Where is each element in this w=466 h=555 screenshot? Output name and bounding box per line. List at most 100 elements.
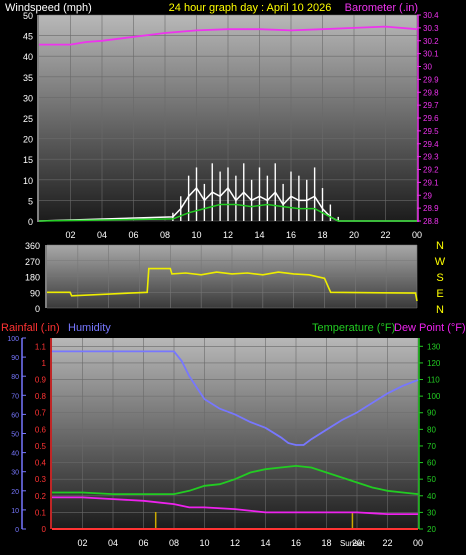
temperature-tick-label: 80 bbox=[427, 425, 436, 434]
wind-grid bbox=[39, 14, 418, 222]
temperature-tick-label: 30 bbox=[427, 508, 436, 517]
temperature-line bbox=[52, 464, 419, 496]
dewpoint-line bbox=[52, 496, 418, 515]
sunset-label: Sunset bbox=[340, 539, 366, 548]
temperature-tick-label: 20 bbox=[427, 525, 436, 534]
humidity-tick-label: 0 bbox=[15, 527, 19, 534]
barometer-tick-label: 30.1 bbox=[423, 50, 439, 59]
rainfall-tick-label: 0.8 bbox=[35, 392, 47, 401]
barometer-tick-label: 29.8 bbox=[423, 88, 439, 97]
wind-y-tick-label: 25 bbox=[23, 114, 33, 124]
humidity-tick-label: 70 bbox=[11, 393, 19, 400]
temperature-axis-label: Temperature (°F) bbox=[312, 322, 395, 334]
rainfall-tick-label: 0.3 bbox=[35, 475, 47, 484]
humidity-tick-label: 80 bbox=[11, 374, 19, 381]
barometer-tick-label: 28.9 bbox=[423, 204, 439, 213]
rainfall-tick-label: 1 bbox=[42, 359, 47, 368]
wind-y-tick-label: 15 bbox=[23, 155, 33, 165]
chart-title: 24 hour graph day : April 10 2026 bbox=[169, 2, 332, 14]
wind-x-tick-label: 22 bbox=[380, 230, 390, 240]
wind-x-tick-label: 10 bbox=[191, 230, 201, 240]
temperature-tick-label: 100 bbox=[427, 392, 441, 401]
compass-label: N bbox=[436, 304, 444, 316]
temperature-tick-label: 40 bbox=[427, 492, 436, 501]
temperature-tick-label: 120 bbox=[427, 359, 441, 368]
temp-x-tick-label: 00 bbox=[413, 538, 423, 548]
temp-x-tick-label: 16 bbox=[291, 538, 301, 548]
barometer-tick-label: 29.6 bbox=[423, 114, 439, 123]
rainfall-tick-label: 0.1 bbox=[35, 508, 47, 517]
direction-y-tick-label: 180 bbox=[25, 273, 40, 283]
humidity-tick-label: 20 bbox=[11, 489, 19, 496]
direction-ticks: 0 90 180 270 360 bbox=[25, 241, 40, 314]
wind-y-tick-label: 20 bbox=[23, 135, 33, 145]
direction-y-tick-label: 270 bbox=[25, 257, 40, 267]
direction-y-tick-label: 360 bbox=[25, 241, 40, 251]
temperature-tick-label: 70 bbox=[427, 442, 436, 451]
humidity-tick-label: 30 bbox=[11, 470, 19, 477]
barometer-tick-label: 29.9 bbox=[423, 75, 439, 84]
wind-average-line bbox=[38, 203, 417, 222]
wind-x-tick-label: 06 bbox=[128, 230, 138, 240]
rainfall-tick-label: 0.6 bbox=[35, 425, 47, 434]
barometer-tick-label: 29 bbox=[423, 191, 432, 200]
humidity-line bbox=[52, 350, 419, 446]
humidity-tick-label: 50 bbox=[11, 432, 19, 439]
barometer-tick-label: 28.8 bbox=[423, 217, 439, 226]
wind-x-tick-label: 04 bbox=[97, 230, 107, 240]
direction-y-tick-label: 0 bbox=[35, 304, 40, 314]
barometer-tick-label: 30.4 bbox=[423, 11, 439, 20]
rainfall-tick-label: 0.4 bbox=[35, 459, 47, 468]
temp-x-tick-label: 22 bbox=[382, 538, 392, 548]
humidity-axis-label: Humidity bbox=[68, 322, 111, 334]
wind-x-tick-label: 00 bbox=[412, 230, 422, 240]
barometer-tick-label: 29.3 bbox=[423, 153, 439, 162]
temp-x-tick-label: 20 bbox=[352, 538, 362, 548]
direction-y-tick-label: 90 bbox=[30, 288, 40, 298]
wind-x-tick-label: 08 bbox=[160, 230, 170, 240]
barometer-tick-label: 30.2 bbox=[423, 37, 439, 46]
temperature-tick-label: 110 bbox=[427, 376, 440, 385]
wind-y-tick-label: 50 bbox=[23, 11, 33, 21]
compass-label: E bbox=[436, 288, 443, 300]
wind-y-tick-label: 0 bbox=[28, 217, 33, 227]
rainfall-tick-label: 0.2 bbox=[35, 492, 47, 501]
temp-x-tick-label: 14 bbox=[260, 538, 270, 548]
barometer-tick-label: 29.1 bbox=[423, 178, 439, 187]
temp-x-tick-label: 08 bbox=[169, 538, 179, 548]
humidity-tick-label: 60 bbox=[11, 412, 19, 419]
barometer-tick-label: 29.5 bbox=[423, 127, 439, 136]
compass-label: N bbox=[436, 240, 444, 252]
wind-x-tick-label: 16 bbox=[286, 230, 296, 240]
humidity-tick-label: 10 bbox=[11, 508, 19, 515]
direction-series-group bbox=[47, 267, 418, 302]
rainfall-axis-label: Rainfall (.in) bbox=[1, 322, 60, 334]
wind-y-tick-label: 10 bbox=[23, 176, 33, 186]
wind-series-group bbox=[38, 25, 418, 222]
wind-ticks: 0 5 10 15 20 25 30 35 40 45 50 28.8 28.9 29 29.1 29.2 29… bbox=[23, 11, 439, 240]
compass-label: W bbox=[435, 256, 446, 268]
wind-speed-line bbox=[38, 186, 417, 222]
wind-y-tick-label: 30 bbox=[23, 93, 33, 103]
temperature-tick-label: 50 bbox=[427, 475, 436, 484]
temp-x-tick-label: 02 bbox=[77, 538, 87, 548]
direction-line bbox=[47, 267, 418, 302]
compass-label: S bbox=[436, 272, 443, 284]
barometer-tick-label: 29.2 bbox=[423, 166, 439, 175]
wind-y-tick-label: 45 bbox=[23, 32, 33, 42]
temperature-tick-label: 60 bbox=[427, 459, 436, 468]
barometer-axis-label: Barometer (.in) bbox=[345, 2, 418, 14]
wind-x-tick-label: 12 bbox=[223, 230, 233, 240]
barometer-tick-label: 29.4 bbox=[423, 140, 439, 149]
dewpoint-axis-label: Dew Point (°F) bbox=[394, 322, 466, 334]
wind-x-tick-label: 18 bbox=[317, 230, 327, 240]
temp-x-tick-label: 10 bbox=[199, 538, 209, 548]
wind-x-tick-label: 02 bbox=[65, 230, 75, 240]
rainfall-tick-label: 0.5 bbox=[35, 442, 47, 451]
windspeed-axis-label: Windspeed (mph) bbox=[5, 2, 92, 14]
humidity-tick-label: 90 bbox=[11, 355, 19, 362]
temp-x-tick-label: 18 bbox=[321, 538, 331, 548]
wind-y-tick-label: 40 bbox=[23, 52, 33, 62]
